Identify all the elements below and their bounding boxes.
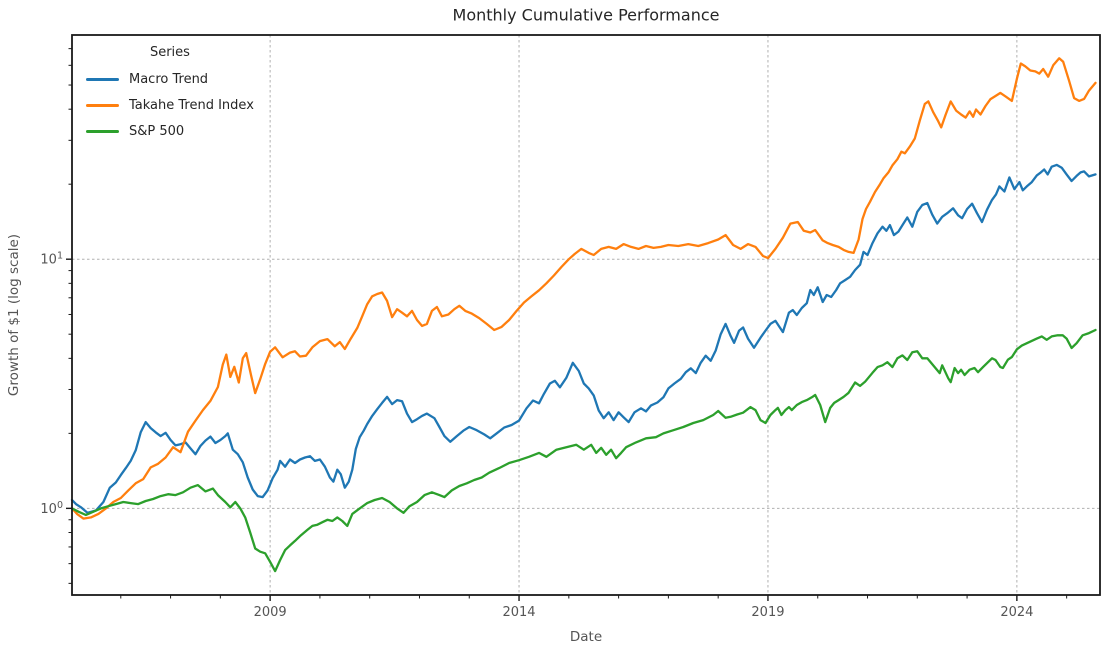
- x-tick-label-2009: 2009: [254, 605, 287, 620]
- x-axis-label: Date: [569, 629, 603, 645]
- plot-border: [71, 34, 1101, 596]
- legend-swatch-takahe-trend-index: [86, 103, 119, 107]
- legend-title: Series: [149, 45, 190, 60]
- legend-label-sp500: S&P 500: [129, 123, 185, 139]
- chart-title: Monthly Cumulative Performance: [452, 5, 720, 25]
- y-axis-label: Growth of $1 (log scale): [6, 233, 22, 397]
- y-tick-label-10: 101: [40, 251, 63, 268]
- series-line-takahe-trend-index: [70, 57, 1097, 520]
- legend: Series Macro Trend Takahe Trend Index S&…: [86, 45, 254, 144]
- x-tick-label-2014: 2014: [502, 605, 535, 620]
- legend-item-sp500: S&P 500: [86, 118, 254, 144]
- series-line-s-p-500: [70, 328, 1097, 573]
- legend-label-takahe-trend-index: Takahe Trend Index: [129, 97, 254, 113]
- x-tick-label-2019: 2019: [751, 605, 784, 620]
- legend-item-takahe-trend-index: Takahe Trend Index: [86, 92, 254, 118]
- legend-swatch-macro-trend: [86, 77, 119, 81]
- legend-swatch-sp500: [86, 129, 119, 133]
- y-tick-label-1: 100: [40, 500, 63, 517]
- legend-label-macro-trend: Macro Trend: [129, 71, 209, 87]
- legend-item-macro-trend: Macro Trend: [86, 66, 254, 92]
- series-line-macro-trend: [70, 163, 1097, 514]
- x-tick-label-2024: 2024: [1000, 605, 1033, 620]
